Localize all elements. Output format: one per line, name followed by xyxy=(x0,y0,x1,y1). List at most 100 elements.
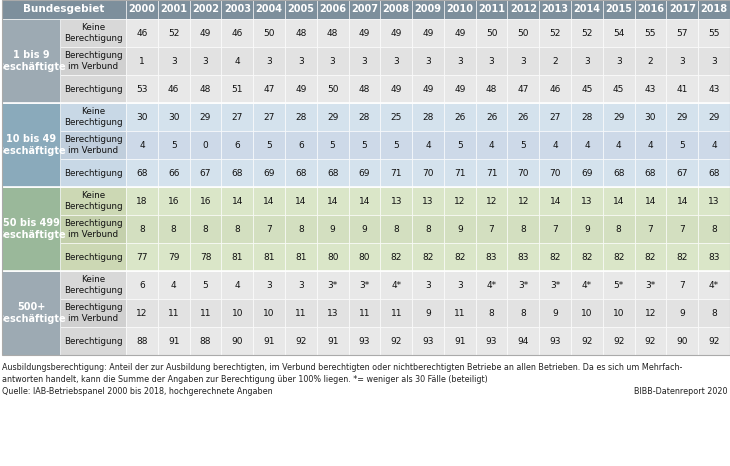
Text: 5: 5 xyxy=(171,141,177,150)
Bar xyxy=(317,243,348,271)
Text: Berechtigung
im Verbund: Berechtigung im Verbund xyxy=(64,303,123,323)
Bar xyxy=(158,243,190,271)
Text: 11: 11 xyxy=(168,308,180,317)
Text: Berechtigung: Berechtigung xyxy=(64,84,123,94)
Text: 7: 7 xyxy=(680,225,685,233)
Text: 3: 3 xyxy=(425,56,431,66)
Bar xyxy=(571,0,603,19)
Text: 68: 68 xyxy=(708,169,720,178)
Bar xyxy=(698,215,730,243)
Bar xyxy=(285,0,317,19)
Bar xyxy=(412,299,444,327)
Text: 8: 8 xyxy=(298,225,304,233)
Bar xyxy=(666,103,698,131)
Text: Quelle: IAB-Betriebspanel 2000 bis 2018, hochgerechnete Angaben: Quelle: IAB-Betriebspanel 2000 bis 2018,… xyxy=(2,386,272,396)
Text: 68: 68 xyxy=(327,169,339,178)
Bar xyxy=(126,187,158,215)
Bar xyxy=(539,131,571,159)
Bar xyxy=(666,327,698,355)
Bar xyxy=(507,243,539,271)
Bar xyxy=(2,19,60,103)
Bar xyxy=(380,215,412,243)
Text: 3: 3 xyxy=(520,56,526,66)
Bar xyxy=(476,327,507,355)
Bar xyxy=(412,103,444,131)
Bar xyxy=(698,187,730,215)
Text: 91: 91 xyxy=(264,336,274,345)
Text: 43: 43 xyxy=(708,84,720,94)
Text: 49: 49 xyxy=(391,84,402,94)
Bar xyxy=(317,187,348,215)
Text: 11: 11 xyxy=(358,308,370,317)
Text: 70: 70 xyxy=(550,169,561,178)
Bar xyxy=(190,299,221,327)
Bar xyxy=(380,19,412,47)
Bar xyxy=(60,47,126,75)
Bar xyxy=(60,187,126,215)
Text: 3: 3 xyxy=(266,56,272,66)
Text: 4: 4 xyxy=(553,141,558,150)
Bar xyxy=(221,243,253,271)
Bar xyxy=(190,0,221,19)
Bar xyxy=(476,215,507,243)
Text: 8: 8 xyxy=(520,308,526,317)
Text: 92: 92 xyxy=(295,336,307,345)
Text: 3: 3 xyxy=(488,56,494,66)
Bar xyxy=(348,0,380,19)
Bar xyxy=(190,103,221,131)
Text: 3: 3 xyxy=(457,281,463,289)
Text: 4: 4 xyxy=(139,141,145,150)
Text: 69: 69 xyxy=(358,169,370,178)
Bar xyxy=(507,299,539,327)
Text: 66: 66 xyxy=(168,169,180,178)
Text: 71: 71 xyxy=(391,169,402,178)
Bar xyxy=(190,159,221,187)
Text: 91: 91 xyxy=(454,336,466,345)
Bar xyxy=(634,271,666,299)
Text: 8: 8 xyxy=(520,225,526,233)
Bar xyxy=(158,47,190,75)
Bar xyxy=(253,187,285,215)
Bar xyxy=(444,19,476,47)
Bar xyxy=(507,271,539,299)
Bar xyxy=(253,19,285,47)
Text: 49: 49 xyxy=(454,84,466,94)
Text: 4: 4 xyxy=(489,141,494,150)
Bar xyxy=(190,187,221,215)
Bar xyxy=(126,47,158,75)
Text: 52: 52 xyxy=(581,28,593,37)
Text: 27: 27 xyxy=(264,112,274,122)
Text: 30: 30 xyxy=(645,112,656,122)
Text: Bundesgebiet: Bundesgebiet xyxy=(23,5,104,14)
Bar xyxy=(634,243,666,271)
Bar xyxy=(380,103,412,131)
Text: 29: 29 xyxy=(327,112,338,122)
Bar xyxy=(507,75,539,103)
Bar xyxy=(285,19,317,47)
Text: 12: 12 xyxy=(137,308,147,317)
Bar xyxy=(634,187,666,215)
Bar xyxy=(158,75,190,103)
Text: 83: 83 xyxy=(486,253,497,261)
Text: 3: 3 xyxy=(393,56,399,66)
Bar xyxy=(221,19,253,47)
Bar xyxy=(348,19,380,47)
Text: Berechtigung: Berechtigung xyxy=(64,336,123,345)
Text: 92: 92 xyxy=(645,336,656,345)
Text: BIBB-Datenreport 2020: BIBB-Datenreport 2020 xyxy=(634,386,728,396)
Bar xyxy=(2,271,60,355)
Text: 69: 69 xyxy=(581,169,593,178)
Text: 82: 82 xyxy=(677,253,688,261)
Text: 49: 49 xyxy=(423,84,434,94)
Bar xyxy=(412,327,444,355)
Bar xyxy=(60,19,126,47)
Text: 91: 91 xyxy=(168,336,180,345)
Bar xyxy=(698,159,730,187)
Bar xyxy=(317,271,348,299)
Text: 10: 10 xyxy=(581,308,593,317)
Text: 48: 48 xyxy=(200,84,211,94)
Text: 2012: 2012 xyxy=(510,5,537,14)
Text: 54: 54 xyxy=(613,28,624,37)
Text: 3: 3 xyxy=(680,56,685,66)
Bar xyxy=(158,327,190,355)
